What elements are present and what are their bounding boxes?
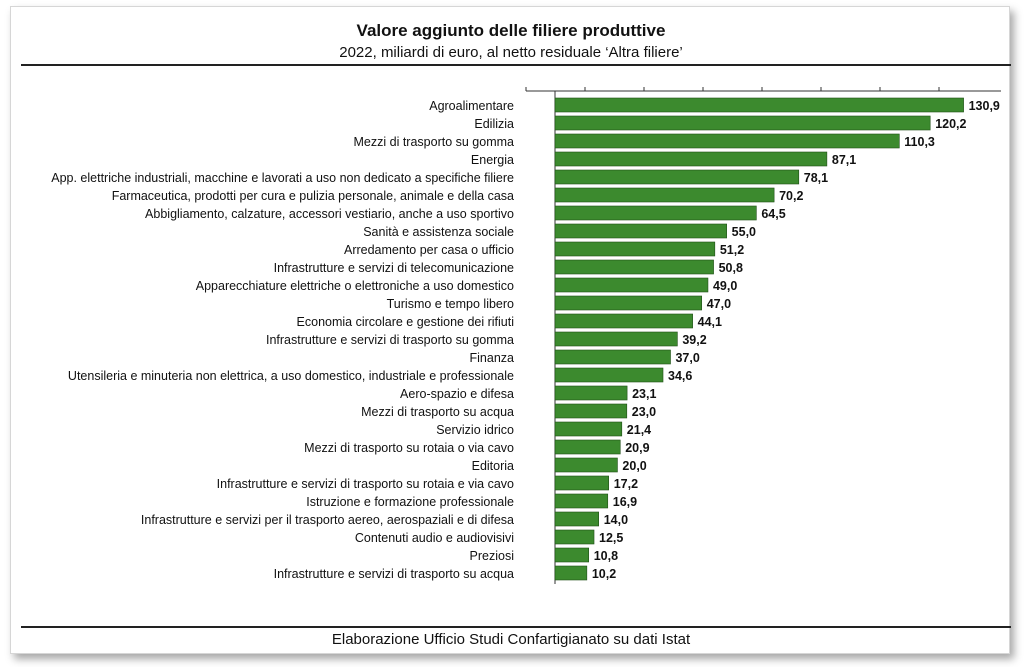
- category-label: Aero-spazio e difesa: [400, 387, 514, 401]
- category-label: Economia circolare e gestione dei rifiut…: [297, 315, 514, 329]
- category-label: App. elettriche industriali, macchine e …: [51, 171, 514, 185]
- value-label: 55,0: [732, 225, 756, 239]
- chart-title: Valore aggiunto delle filiere produttive: [356, 21, 666, 40]
- category-label: Sanità e assistenza sociale: [363, 225, 514, 239]
- bar: [554, 205, 757, 221]
- value-label: 20,0: [622, 459, 646, 473]
- value-label: 21,4: [627, 423, 651, 437]
- value-label: 78,1: [804, 171, 828, 185]
- category-label: Energia: [471, 153, 514, 167]
- category-label: Mezzi di trasporto su gomma: [354, 135, 515, 149]
- value-label: 39,2: [682, 333, 706, 347]
- value-label: 23,0: [632, 405, 656, 419]
- bar: [554, 421, 623, 437]
- category-label: Abbigliamento, calzature, accessori vest…: [145, 207, 514, 221]
- bar: [554, 115, 931, 131]
- bar: [554, 169, 800, 185]
- value-label: 50,8: [719, 261, 743, 275]
- value-label: 12,5: [599, 531, 623, 545]
- category-label: Turismo e tempo libero: [387, 297, 514, 311]
- bar: [554, 313, 693, 329]
- value-label: 17,2: [614, 477, 638, 491]
- category-label: Infrastrutture e servizi di telecomunica…: [274, 261, 514, 275]
- chart-subtitle: 2022, miliardi di euro, al netto residua…: [339, 44, 683, 61]
- bar: [554, 511, 600, 527]
- value-label: 44,1: [698, 315, 722, 329]
- bar: [554, 439, 621, 455]
- bar: [554, 403, 628, 419]
- value-label: 49,0: [713, 279, 737, 293]
- value-label: 51,2: [720, 243, 744, 257]
- bar: [554, 97, 964, 113]
- bar: [554, 457, 618, 473]
- bar: [554, 367, 664, 383]
- value-label: 10,8: [594, 549, 618, 563]
- category-label: Edilizia: [474, 117, 514, 131]
- category-label: Farmaceutica, prodotti per cura e pulizi…: [112, 189, 514, 203]
- bar: [554, 187, 775, 203]
- value-label: 130,9: [969, 99, 1000, 113]
- value-label: 20,9: [625, 441, 649, 455]
- category-label: Mezzi di trasporto su rotaia o via cavo: [304, 441, 514, 455]
- bar: [554, 259, 714, 275]
- value-label: 110,3: [904, 135, 935, 149]
- chart-frame: Valore aggiunto delle filiere produttive…: [10, 6, 1011, 654]
- value-label: 47,0: [707, 297, 731, 311]
- value-label: 120,2: [935, 117, 966, 131]
- bar: [554, 223, 727, 239]
- bar: [554, 475, 609, 491]
- bar: [554, 133, 900, 149]
- category-label: Finanza: [470, 351, 515, 365]
- value-label: 87,1: [832, 153, 856, 167]
- bar: [554, 295, 703, 311]
- category-label: Apparecchiature elettriche o elettronich…: [196, 279, 514, 293]
- value-label: 10,2: [592, 567, 616, 581]
- bar: [554, 241, 716, 257]
- bar: [554, 151, 828, 167]
- category-label: Mezzi di trasporto su acqua: [361, 405, 514, 419]
- category-label: Editoria: [472, 459, 514, 473]
- bar: [554, 529, 595, 545]
- value-label: 70,2: [779, 189, 803, 203]
- category-label: Preziosi: [470, 549, 514, 563]
- bar: [554, 385, 628, 401]
- top-rule: [21, 64, 1011, 66]
- bar: [554, 331, 678, 347]
- category-label: Agroalimentare: [429, 99, 514, 113]
- value-label: 14,0: [604, 513, 628, 527]
- source-note: Elaborazione Ufficio Studi Confartigiana…: [331, 631, 691, 648]
- category-label: Infrastrutture e servizi di trasporto su…: [217, 477, 514, 491]
- value-label: 64,5: [761, 207, 785, 221]
- category-label: Contenuti audio e audiovisivi: [355, 531, 514, 545]
- category-label: Istruzione e formazione professionale: [306, 495, 514, 509]
- bar-chart: Agroalimentare 130,9 Edilizia 120,2 Mezzi di…: [51, 87, 1001, 584]
- category-label: Arredamento per casa o ufficio: [344, 243, 514, 257]
- bar: [554, 349, 671, 365]
- value-label: 16,9: [613, 495, 637, 509]
- category-label: Servizio idrico: [436, 423, 514, 437]
- value-label: 34,6: [668, 369, 692, 383]
- category-label: Infrastrutture e servizi per il trasport…: [141, 513, 514, 527]
- bar: [554, 277, 709, 293]
- bottom-rule: [21, 626, 1011, 628]
- category-label: Infrastrutture e servizi di trasporto su…: [266, 333, 514, 347]
- bar: [554, 565, 588, 581]
- value-label: 37,0: [675, 351, 699, 365]
- bar: [554, 547, 590, 563]
- category-label: Utensileria e minuteria non elettrica, a…: [68, 369, 514, 383]
- bar: [554, 493, 609, 509]
- category-label: Infrastrutture e servizi di trasporto su…: [274, 567, 514, 581]
- value-label: 23,1: [632, 387, 656, 401]
